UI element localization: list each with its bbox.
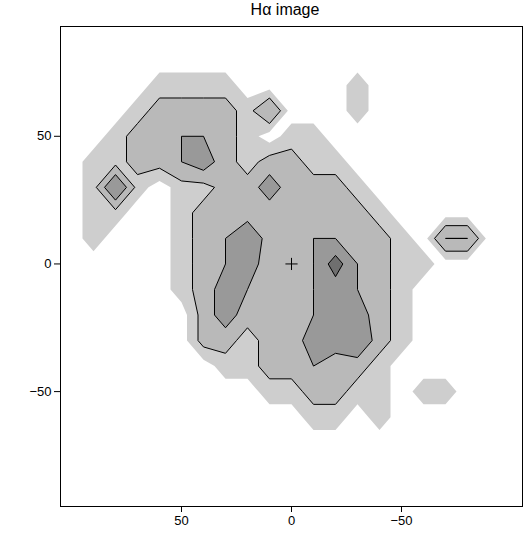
- svg-text:50: 50: [37, 128, 51, 143]
- svg-text:−50: −50: [29, 384, 51, 399]
- svg-text:50: 50: [174, 513, 188, 528]
- svg-text:−50: −50: [390, 513, 412, 528]
- svg-text:0: 0: [44, 256, 51, 271]
- html-text:Hα image: Hα image: [250, 1, 320, 18]
- svg-text:0: 0: [288, 513, 295, 528]
